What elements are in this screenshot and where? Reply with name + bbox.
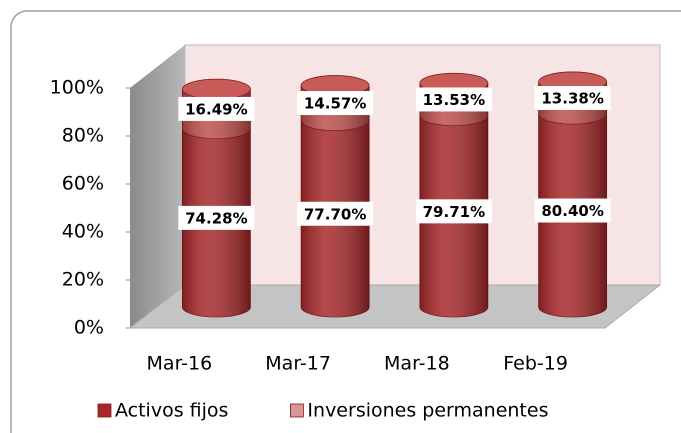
value-label-box xyxy=(534,198,611,223)
value-label-box xyxy=(297,201,374,226)
y-tick-label: 20% xyxy=(62,269,104,291)
side-wall xyxy=(130,45,185,328)
y-tick-label: 60% xyxy=(62,173,104,195)
x-tick-label: Mar-18 xyxy=(384,353,450,375)
value-label-box xyxy=(415,199,492,224)
value-label-box xyxy=(297,91,374,116)
legend-swatch xyxy=(290,403,304,418)
floor xyxy=(128,284,662,329)
x-tick-label: Mar-17 xyxy=(265,353,331,375)
value-label: 79.71% xyxy=(423,203,485,221)
value-label: 74.28% xyxy=(185,209,247,227)
y-tick-label: 80% xyxy=(62,125,104,147)
y-tick-label: 40% xyxy=(62,221,104,243)
value-label: 14.57% xyxy=(304,95,366,113)
x-tick-label: Mar-16 xyxy=(147,353,213,375)
value-label: 13.38% xyxy=(541,89,603,107)
value-label: 77.70% xyxy=(304,205,366,223)
legend-swatch xyxy=(97,403,112,418)
value-label-box xyxy=(178,96,255,121)
value-label-box xyxy=(178,205,255,230)
cylinder-top xyxy=(181,78,251,100)
legend-label: Inversiones permanentes xyxy=(307,400,548,422)
value-label-box xyxy=(415,87,492,112)
value-label: 13.53% xyxy=(423,91,485,109)
value-label: 16.49% xyxy=(185,100,247,118)
y-tick-label: 100% xyxy=(50,77,104,99)
legend-label: Activos fijos xyxy=(115,400,228,422)
value-label: 80.40% xyxy=(541,202,603,220)
value-label-box xyxy=(534,85,611,110)
x-tick-label: Feb-19 xyxy=(503,353,568,375)
y-tick-label: 0% xyxy=(74,317,104,339)
